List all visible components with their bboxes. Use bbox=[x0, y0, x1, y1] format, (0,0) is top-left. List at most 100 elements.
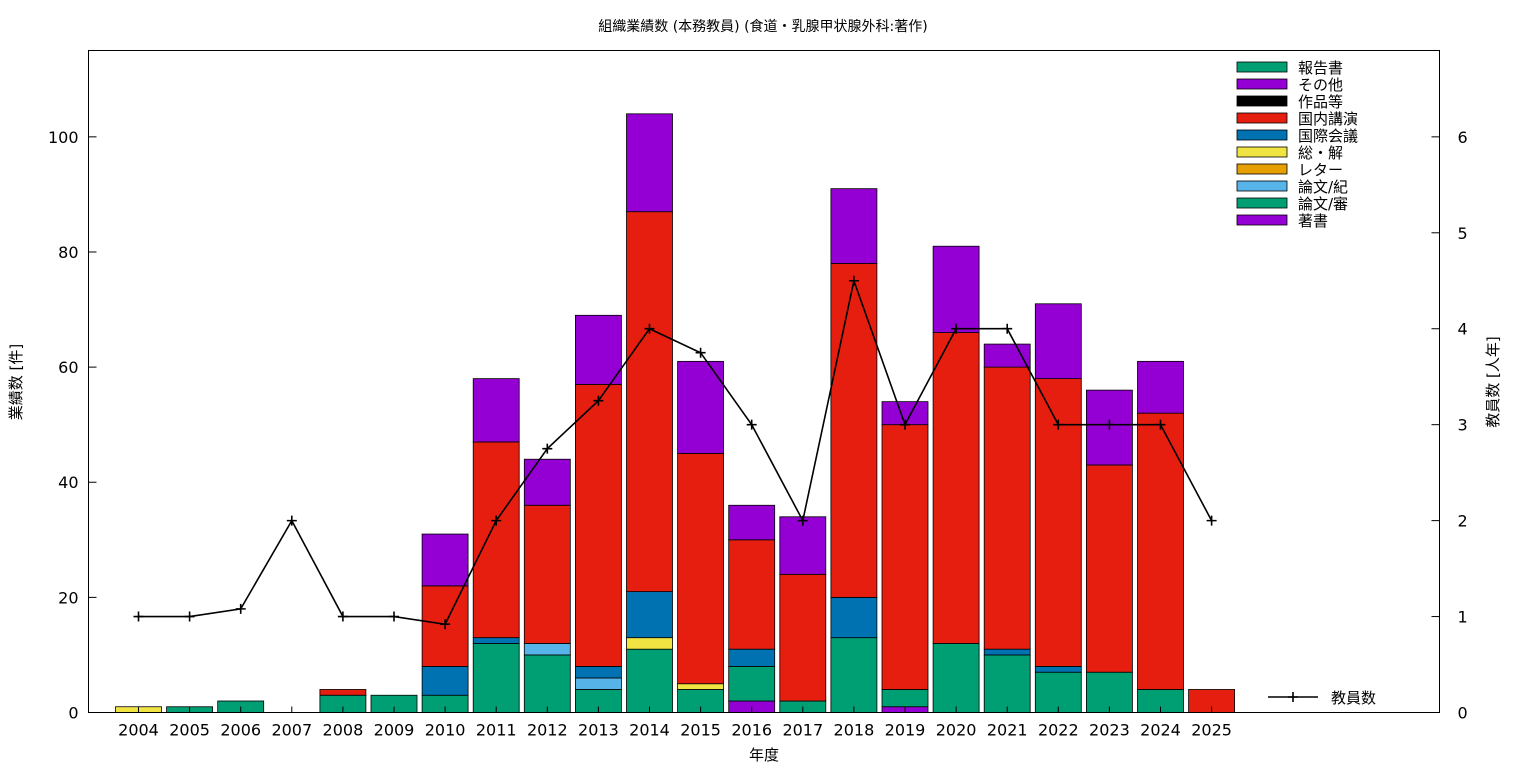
x-tick-label: 2008 bbox=[323, 721, 364, 740]
bar-segment bbox=[881, 424, 929, 690]
bar-segment bbox=[779, 516, 827, 575]
staff-count-point bbox=[286, 515, 297, 526]
staff-count-point bbox=[746, 419, 757, 430]
y2-tick-label: 2 bbox=[1458, 512, 1468, 531]
bar-segment bbox=[983, 366, 1031, 650]
bar-segment bbox=[728, 504, 776, 541]
legend-swatch bbox=[1236, 180, 1288, 192]
legend-swatch bbox=[1236, 61, 1288, 73]
legend-label: 国内講演 bbox=[1298, 110, 1358, 128]
bar-segment bbox=[523, 504, 571, 644]
staff-count-point bbox=[695, 347, 706, 358]
staff-count-point bbox=[1053, 419, 1064, 430]
x-tick-label: 2010 bbox=[425, 721, 466, 740]
bar-segment bbox=[1137, 360, 1184, 414]
legend-swatch bbox=[1236, 163, 1288, 175]
bar-segment bbox=[677, 683, 724, 690]
x-tick-label: 2012 bbox=[527, 721, 568, 740]
staff-count-point bbox=[184, 611, 195, 622]
x-tick-label: 2017 bbox=[782, 721, 823, 740]
staff-count-point bbox=[1002, 323, 1013, 334]
bar-segment bbox=[1034, 303, 1082, 380]
staff-count-point bbox=[337, 611, 348, 622]
legend-swatch bbox=[1236, 214, 1288, 226]
staff-count-point bbox=[1104, 419, 1115, 430]
legend-line-marker bbox=[1288, 692, 1298, 702]
staff-count-point bbox=[1155, 419, 1166, 430]
bar-segment bbox=[472, 441, 520, 639]
x-tick-label: 2025 bbox=[1191, 721, 1232, 740]
bar-segment bbox=[421, 533, 469, 587]
staff-count-point bbox=[593, 395, 604, 406]
staff-count-point bbox=[491, 515, 502, 526]
legend-swatch bbox=[1236, 95, 1288, 107]
bar-segment bbox=[983, 654, 1031, 713]
bar-segment bbox=[983, 343, 1031, 368]
x-tick-label: 2015 bbox=[680, 721, 721, 740]
x-tick-label: 2009 bbox=[374, 721, 415, 740]
bar-segment bbox=[575, 383, 622, 667]
bar-segment bbox=[421, 666, 469, 696]
x-axis-label: 年度 bbox=[749, 746, 779, 764]
y-tick-label: 80 bbox=[58, 243, 78, 262]
x-tick-label: 2004 bbox=[118, 721, 159, 740]
y-tick-label: 100 bbox=[48, 128, 79, 147]
x-tick-label: 2006 bbox=[220, 721, 261, 740]
staff-line-layer bbox=[133, 275, 1217, 630]
plot-frame bbox=[88, 50, 1440, 713]
staff-count-point bbox=[644, 323, 655, 334]
bar-stacks bbox=[115, 113, 1235, 713]
legend-swatch bbox=[1236, 197, 1288, 209]
bar-segment bbox=[523, 458, 571, 506]
staff-count-line bbox=[138, 277, 1213, 626]
staff-count-point bbox=[951, 323, 962, 334]
bar-segment bbox=[575, 314, 622, 385]
x-tick-label: 2021 bbox=[987, 721, 1028, 740]
legend-label: 論文/紀 bbox=[1298, 178, 1348, 196]
bar-segment bbox=[1086, 464, 1133, 673]
y-tick-label: 60 bbox=[58, 358, 78, 377]
y2-axis-label: 教員数 [人年] bbox=[1484, 336, 1502, 427]
bar-segment bbox=[626, 211, 673, 593]
staff-count-point bbox=[440, 619, 451, 630]
bar-segment bbox=[881, 689, 929, 708]
y-tick-label: 20 bbox=[58, 588, 78, 607]
x-tick-label: 2016 bbox=[731, 721, 772, 740]
bar-segment bbox=[830, 188, 878, 264]
bar-segment bbox=[472, 378, 520, 443]
legend-line-label: 教員数 bbox=[1331, 689, 1376, 707]
staff-count-point bbox=[389, 611, 399, 622]
bar-segment bbox=[626, 113, 673, 213]
axes: 0 20 40 60 80 100 0 1 2 3 4 5 6 2004 2005 2006 2007 2008 2… bbox=[48, 128, 1468, 740]
bar-segment bbox=[830, 596, 878, 639]
bar-segment bbox=[626, 591, 673, 639]
legend-swatch bbox=[1236, 78, 1288, 90]
legend-label: 著書 bbox=[1298, 212, 1328, 230]
bar-segment bbox=[1034, 671, 1082, 713]
x-tick-label: 2019 bbox=[885, 721, 926, 740]
legend-label: 作品等 bbox=[1298, 93, 1343, 111]
bar-segment bbox=[626, 648, 673, 713]
legend-label: 国際会議 bbox=[1298, 127, 1358, 145]
bar-segment bbox=[728, 648, 776, 667]
bar-segment bbox=[319, 689, 367, 696]
bar-segment bbox=[677, 453, 724, 685]
legend-label: レター bbox=[1298, 161, 1343, 179]
x-tick-label: 2020 bbox=[936, 721, 977, 740]
staff-count-point bbox=[542, 443, 553, 454]
bar-segment bbox=[932, 332, 980, 644]
staff-count-point bbox=[1206, 515, 1217, 526]
staff-count-point bbox=[235, 603, 246, 614]
x-tick-label: 2011 bbox=[476, 721, 517, 740]
x-tick-label: 2023 bbox=[1089, 721, 1130, 740]
y-tick-label: 40 bbox=[58, 473, 78, 492]
y-axis-label: 業績数 [件] bbox=[7, 344, 25, 420]
bar-segment bbox=[523, 643, 571, 656]
bar-segment bbox=[575, 677, 622, 690]
bar-segment bbox=[523, 654, 571, 713]
bar-segment bbox=[575, 666, 622, 679]
x-tick-label: 2024 bbox=[1140, 721, 1181, 740]
staff-count-point bbox=[848, 275, 859, 286]
